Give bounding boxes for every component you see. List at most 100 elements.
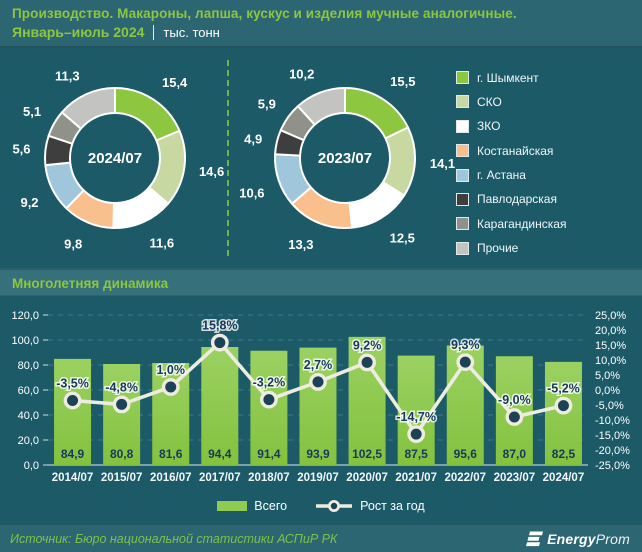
logo-text-bold: Energy	[547, 530, 596, 547]
x-axis-label: 2020/07	[346, 472, 388, 484]
bar-2014/07	[54, 358, 92, 465]
left-axis-label: 100,0	[11, 335, 39, 347]
growth-value-label: 2,7%	[304, 358, 333, 372]
right-axis-label: 5,0%	[595, 370, 620, 382]
right-axis-label: 0,0%	[595, 385, 620, 397]
donut-value-label: 5,1	[23, 104, 41, 119]
logo-text: EnergyProm	[547, 531, 630, 547]
dashed-divider	[227, 60, 229, 256]
donut-value-label: 11,6	[150, 236, 175, 251]
donut-value-label: 11,3	[55, 69, 80, 84]
donut-section: 15,4 14,6 11,6 9,8 9,2 5,6 5,1 11,3 2024/07 15,5…	[0, 48, 642, 268]
x-axis-label: 2023/07	[494, 472, 536, 484]
bar-value-label: 102,5	[352, 447, 382, 461]
growth-value-label: -9,0%	[498, 393, 531, 407]
line-marker	[505, 408, 524, 426]
legend-item-Павлодарская: Павлодарская	[456, 192, 566, 207]
growth-value-label: 9,2%	[353, 338, 382, 352]
left-axis-label: 80,0	[18, 360, 39, 372]
line-marker	[161, 378, 180, 396]
growth-value-label: 1,0%	[156, 363, 185, 377]
page-subtitle: Январь–июль 2024 тыс. тонн	[12, 24, 630, 40]
section-title-band: Многолетняя динамика	[0, 268, 642, 296]
bar-line-chart: 0,0 20,0 40,0 60,0 80,0 100,0 120,0 -25,0% -20,0…	[11, 310, 630, 484]
legend-swatch	[456, 144, 469, 158]
line-legend-swatch	[316, 500, 353, 512]
left-axis-label: 0,0	[24, 460, 39, 472]
period-label: Январь–июль 2024	[12, 24, 145, 40]
left-axis-label: 120,0	[11, 310, 39, 322]
left-axis-label: 40,0	[18, 410, 39, 422]
left-axis-label: 60,0	[18, 385, 39, 397]
legend-label: Карагандинская	[477, 216, 567, 231]
bar-2021/07	[397, 355, 435, 465]
bar-2015/07	[103, 364, 141, 465]
right-axis-label: -10,0%	[595, 415, 630, 427]
legend-item-Карагандинская: Карагандинская	[456, 216, 567, 231]
title-separator	[153, 24, 155, 40]
right-axis-label: -5,0%	[595, 400, 624, 412]
donut-segment-г. Шымкент	[344, 87, 409, 140]
legend-label: ЗКО	[477, 119, 501, 134]
x-axis-label: 2014/07	[52, 472, 94, 484]
line-marker	[358, 353, 376, 372]
logo-text-light: Prom	[595, 530, 630, 547]
bar-2017/07	[201, 347, 239, 465]
bar-value-label: 94,4	[208, 447, 232, 461]
line-marker	[260, 390, 278, 409]
legend-swatch	[456, 192, 469, 206]
x-axis-label: 2021/07	[395, 472, 437, 484]
donut-segment-Прочие	[296, 87, 346, 126]
line-marker	[554, 396, 573, 415]
donut-value-label: 15,4	[162, 75, 188, 90]
growth-value-label: -4,8%	[105, 380, 138, 394]
growth-value-label: -3,2%	[253, 376, 286, 390]
donut-center-label: 2024/07	[88, 150, 142, 167]
legend-swatch	[456, 71, 469, 84]
donut-value-label: 9,2	[20, 195, 38, 210]
legend-swatch	[456, 168, 469, 182]
bar-value-label: 95,6	[454, 447, 478, 461]
legend-swatch	[456, 217, 469, 231]
legend-swatch	[456, 95, 469, 109]
growth-value-label: -3,5%	[56, 377, 89, 391]
combo-legend-item-growth: Рост за год	[315, 499, 425, 513]
bar-value-label: 91,4	[257, 447, 281, 461]
legend-item-Прочие: Прочие	[456, 241, 566, 256]
bar-legend-swatch	[217, 501, 248, 511]
legend-label: Прочие	[477, 241, 519, 256]
legend-label: Костанайская	[477, 143, 554, 158]
right-axis-label: 15,0%	[595, 340, 626, 352]
growth-value-label: 9,3%	[451, 338, 480, 352]
line-legend-marker	[328, 500, 341, 512]
legend-item-г. Шымкент: г. Шымкент	[456, 71, 566, 85]
legend-item-Костанайская: Костанайская	[456, 143, 566, 158]
donut-value-label: 15,5	[390, 74, 415, 89]
growth-value-label: -14,7%	[396, 410, 436, 424]
left-axis-label: 20,0	[18, 435, 39, 447]
right-axis-label: -25,0%	[595, 460, 630, 472]
legend-item-ЗКО: ЗКО	[456, 119, 566, 134]
legend-item-г. Астана: г. Астана	[456, 168, 566, 182]
bar-value-label: 87,0	[503, 447, 527, 461]
page-title: Производство. Макароны, лапша, кускус и …	[12, 6, 517, 21]
donut-center-label: 2023/07	[318, 150, 372, 167]
donut-segment-г. Шымкент	[114, 87, 181, 142]
donut-value-label: 9,8	[64, 236, 82, 251]
donut-value-label: 13,3	[288, 237, 313, 252]
bar-value-label: 87,5	[405, 447, 429, 461]
x-axis-label: 2016/07	[150, 472, 192, 484]
line-marker	[63, 391, 82, 410]
line-marker	[309, 373, 327, 391]
legend-swatch	[456, 119, 469, 133]
legend-label: Павлодарская	[477, 192, 557, 207]
combo-legend-label: Рост за год	[360, 499, 425, 513]
right-axis-label: 10,0%	[595, 355, 626, 367]
combo-legend-label: Всего	[254, 499, 288, 513]
line-marker	[407, 425, 426, 444]
bar-value-label: 84,9	[61, 447, 85, 461]
donut-value-label: 5,6	[12, 142, 30, 157]
source-text: Источник: Бюро национальной статистики А…	[10, 531, 338, 546]
legend-swatch	[456, 241, 469, 255]
